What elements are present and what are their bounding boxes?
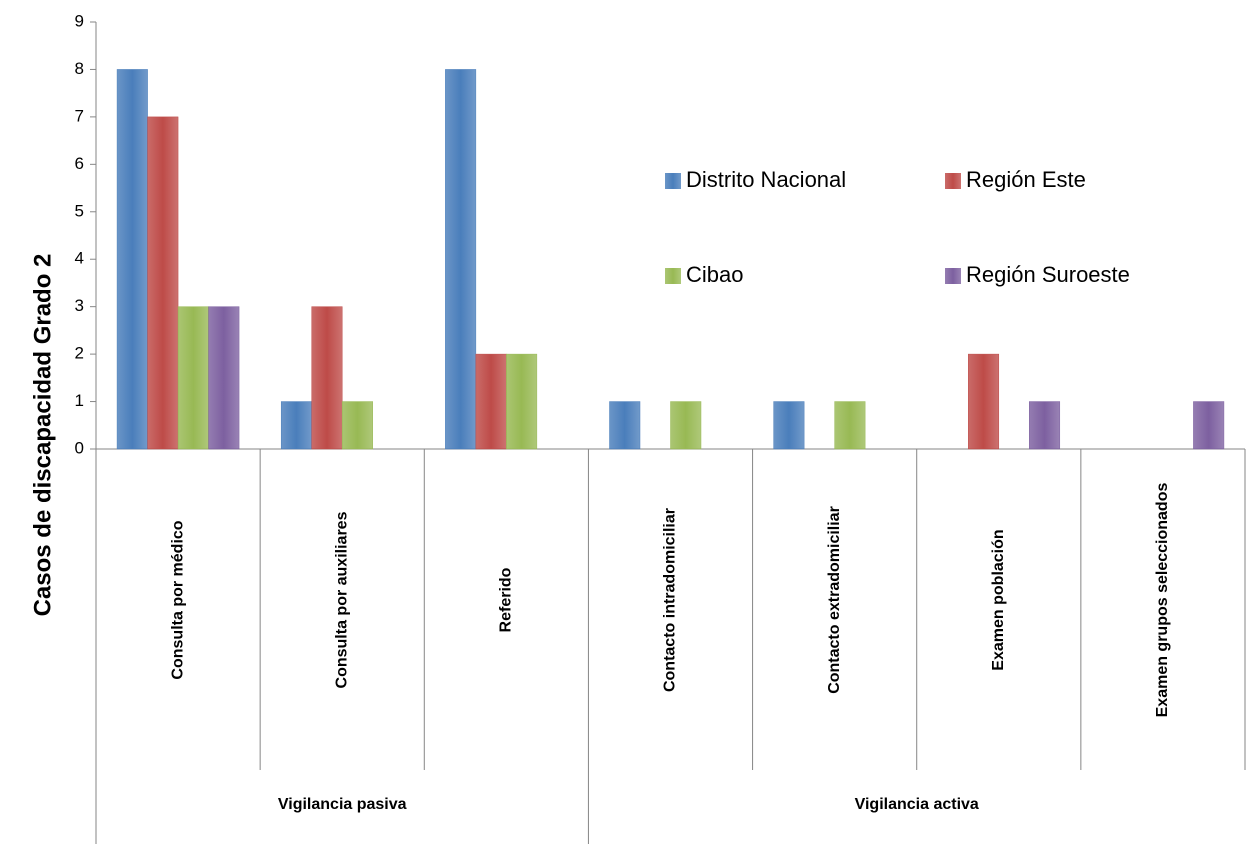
legend-swatch (945, 173, 961, 189)
legend-label: Región Este (966, 167, 1086, 192)
bar (116, 69, 148, 450)
bar (280, 401, 312, 450)
bar (341, 401, 373, 450)
x-tick-label: Consulta por médico (169, 520, 186, 679)
bar (1029, 401, 1061, 450)
bar (147, 116, 179, 450)
bar (609, 401, 641, 450)
legend-swatch (945, 268, 961, 284)
bar (506, 353, 538, 450)
y-tick-label: 4 (75, 249, 84, 268)
bar (1193, 401, 1225, 450)
bar (968, 353, 1000, 450)
legend-label: Distrito Nacional (686, 167, 846, 192)
x-tick-label: Contacto intradomiciliar (662, 508, 679, 692)
x-tick-label: Consulta por auxiliares (333, 511, 350, 688)
bar (834, 401, 866, 450)
y-tick-label: 3 (75, 296, 84, 315)
legend-label: Región Suroeste (966, 262, 1130, 287)
x-tick-label: Examen grupos seleccionados (1154, 483, 1171, 718)
bar (445, 69, 477, 450)
bar (773, 401, 805, 450)
y-axis-label: Casos de discapacidad Grado 2 (29, 254, 56, 617)
legend-swatch (665, 268, 681, 284)
y-tick-label: 5 (75, 201, 84, 220)
bar (670, 401, 702, 450)
x-tick-label: Contacto extradomiciliar (826, 506, 843, 694)
y-tick-label: 8 (75, 59, 84, 78)
y-tick-label: 7 (75, 106, 84, 125)
bar (475, 353, 507, 450)
y-tick-label: 2 (75, 344, 84, 363)
x-tick-label: Referido (498, 567, 515, 632)
group-label: Vigilancia pasiva (278, 796, 407, 813)
bar (311, 306, 343, 450)
bar (177, 306, 209, 450)
y-tick-label: 6 (75, 154, 84, 173)
y-tick-label: 1 (75, 391, 84, 410)
legend-label: Cibao (686, 262, 743, 287)
x-tick-label: Examen población (990, 529, 1007, 670)
y-tick-label: 0 (75, 438, 84, 457)
legend-swatch (665, 173, 681, 189)
bar (208, 306, 240, 450)
y-tick-label: 9 (75, 11, 84, 30)
group-label: Vigilancia activa (855, 796, 979, 813)
